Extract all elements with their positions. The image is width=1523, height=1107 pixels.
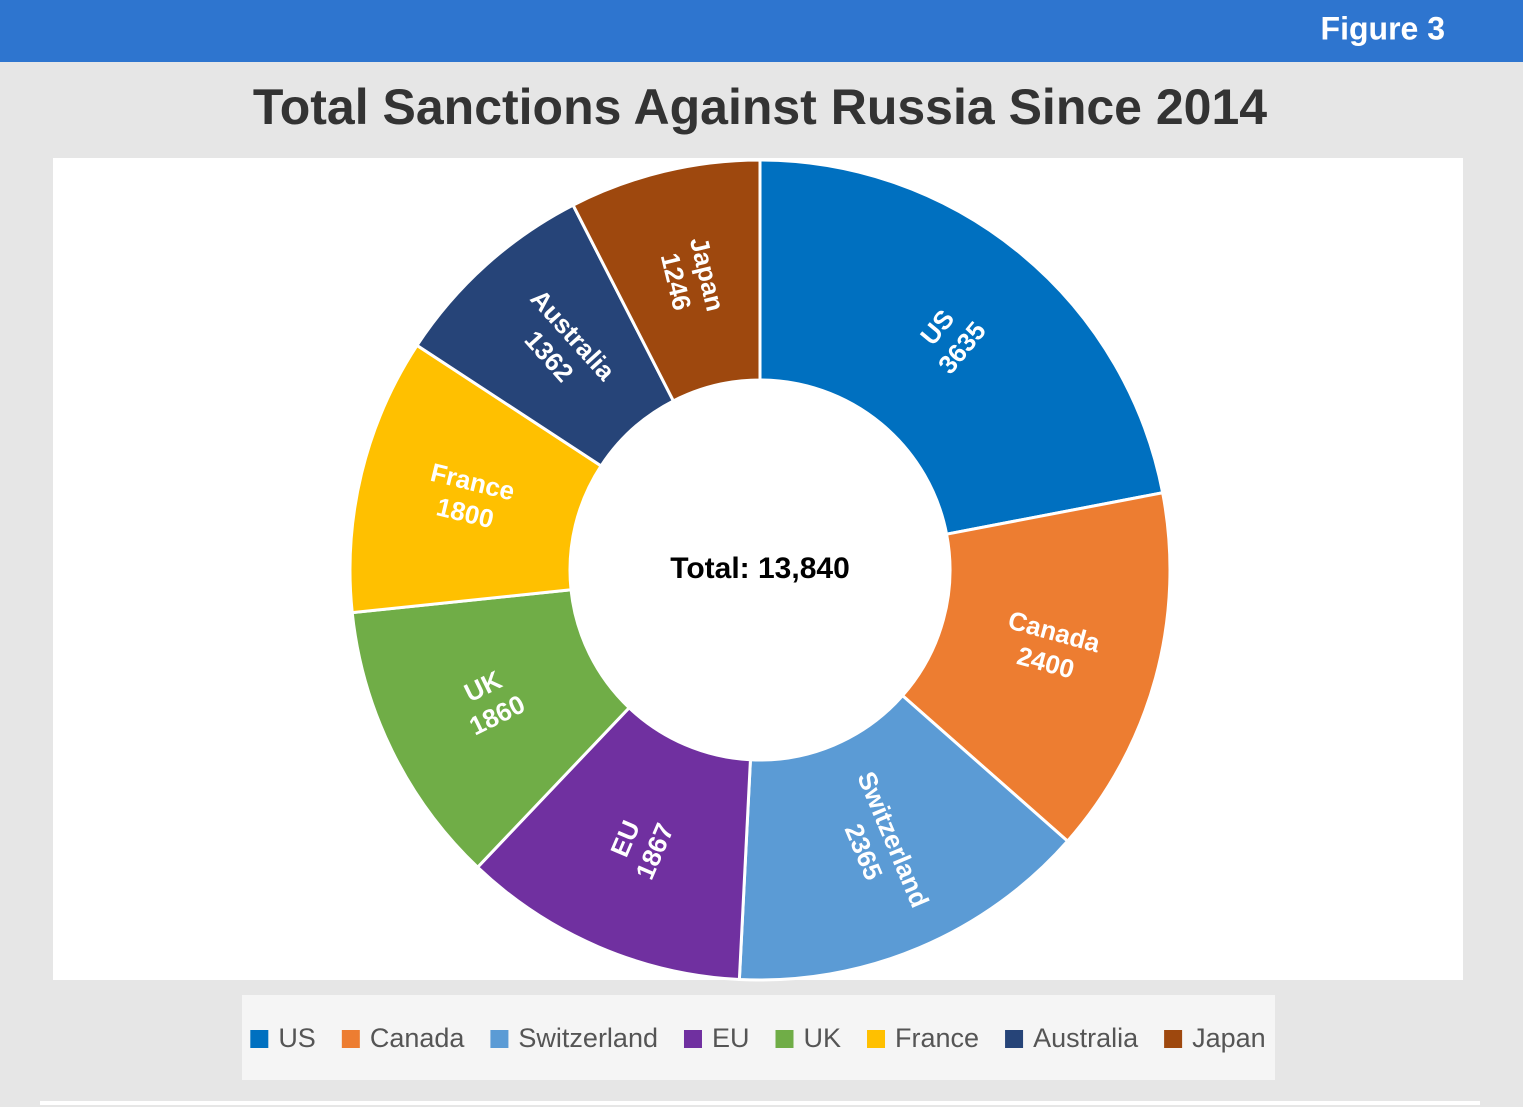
legend-swatch: [1005, 1030, 1024, 1048]
center-label: Total: 13,840: [670, 552, 850, 585]
legend-swatch: [867, 1030, 886, 1048]
figure-label: Figure 3: [1321, 10, 1445, 46]
legend-label: Australia: [1033, 1023, 1139, 1053]
legend-label: UK: [804, 1023, 842, 1053]
legend-label: Japan: [1192, 1023, 1266, 1053]
header-bar: [0, 0, 1523, 62]
donut-slice: [350, 588, 632, 870]
donut-slice: [348, 343, 604, 615]
legend-swatch: [775, 1030, 794, 1048]
donut-slice: [475, 705, 753, 982]
legend: US Canada Switzerland EU UK France Australia Ja…: [250, 1023, 1266, 1053]
legend-label: EU: [712, 1023, 750, 1053]
legend-box: [242, 995, 1275, 1080]
donut-slice: [571, 158, 762, 403]
chart-title: Total Sanctions Against Russia Since 201…: [253, 79, 1267, 135]
legend-swatch: [683, 1030, 702, 1048]
legend-swatch: [250, 1030, 269, 1048]
legend-swatch: [1164, 1030, 1183, 1048]
donut-slice: [737, 693, 1070, 982]
legend-swatch: [490, 1030, 509, 1048]
legend-label: Switzerland: [518, 1023, 658, 1053]
legend-swatch: [341, 1030, 360, 1048]
legend-label: France: [895, 1023, 979, 1053]
legend-label: Canada: [370, 1023, 466, 1053]
donut-slice: [758, 158, 1165, 536]
legend-label: US: [278, 1023, 316, 1053]
